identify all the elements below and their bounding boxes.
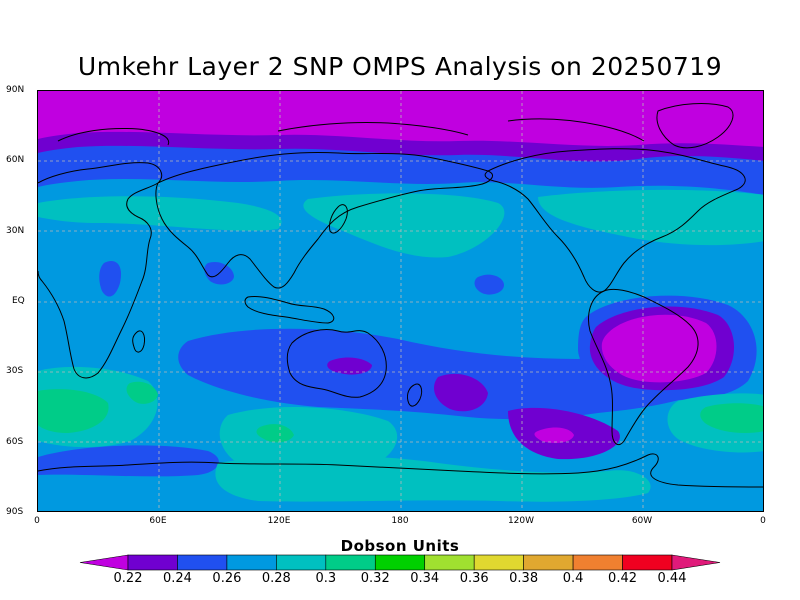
map-panel[interactable] <box>37 90 764 512</box>
coastline-japan <box>329 204 348 234</box>
coastline-greenland <box>656 103 734 149</box>
lon-label-180: 180 <box>391 516 409 526</box>
colorbar-swatch <box>226 554 277 571</box>
field-green-south-indian <box>126 381 158 404</box>
colorbar-swatch <box>473 554 524 571</box>
colorbar-swatch <box>572 554 623 571</box>
field-blue-south-belt <box>178 321 747 420</box>
coastline-africa-europe <box>38 162 163 379</box>
colorbar-swatch <box>127 554 178 571</box>
field-green-south-atlantic <box>38 389 109 433</box>
colorbar-low-arrow <box>79 554 129 571</box>
lat-label-60s: 60S <box>6 437 24 447</box>
colorbar-swatch <box>622 554 673 571</box>
field-cyan-north-2 <box>303 193 505 258</box>
field-blue-patch-africa <box>99 261 122 297</box>
graticule <box>38 91 763 511</box>
lat-label-90n: 90N <box>6 85 25 95</box>
lon-label-60w: 60W <box>631 516 653 526</box>
colorbar-tick-label: 0.32 <box>360 571 390 586</box>
map-title: Umkehr Layer 2 SNP OMPS Analysis on 2025… <box>77 52 723 81</box>
colorbar-swatch <box>177 554 228 571</box>
field-violet-south-pacific-1 <box>434 373 488 412</box>
colorbar-tick-label: 0.38 <box>509 571 539 586</box>
field-magenta-south-pacific <box>534 427 574 443</box>
coastline-arctic-canada <box>507 118 645 142</box>
field-cyan-antarctic <box>215 455 651 502</box>
field-magenta-samerica <box>601 314 717 383</box>
colorbar-tick-label: 0.22 <box>113 571 143 586</box>
map-field <box>38 91 763 511</box>
field-blue-antarctic <box>38 445 219 477</box>
colorbar <box>79 554 721 571</box>
coastline-indonesia <box>244 296 335 324</box>
coastline-arctic-asia <box>277 121 469 136</box>
lon-label-0-right: 0 <box>760 516 766 526</box>
colorbar-tick-label: 0.44 <box>657 571 687 586</box>
colorbar-tick-label: 0.28 <box>261 571 291 586</box>
field-violet-aus <box>327 357 372 375</box>
lon-label-60e: 60E <box>149 516 167 526</box>
coastline-arctic-europe <box>57 128 170 146</box>
coastline-new-zealand <box>407 383 423 407</box>
field-blue-patch-pacific <box>474 274 504 295</box>
lat-label-60n: 60N <box>6 155 25 165</box>
colorbar-swatch <box>325 554 376 571</box>
coastline-australia <box>286 329 387 398</box>
colorbar-swatch <box>424 554 475 571</box>
colorbar-tick-label: 0.4 <box>562 571 584 586</box>
lat-label-90s: 90S <box>6 507 24 517</box>
lat-label-30n: 30N <box>6 226 25 236</box>
colorbar-swatch <box>276 554 327 571</box>
field-green-south-east <box>700 403 763 433</box>
colorbar-tick-label: 0.36 <box>459 571 489 586</box>
coastlines <box>38 103 763 488</box>
coastline-asia <box>155 151 493 289</box>
colorbar-tick-label: 0.34 <box>410 571 440 586</box>
coastline-north-america <box>484 148 746 293</box>
lat-label-30s: 30S <box>6 366 24 376</box>
lon-label-120e: 120E <box>267 516 291 526</box>
lat-label-eq: EQ <box>12 296 25 306</box>
lon-label-0: 0 <box>34 516 40 526</box>
colorbar-tick-label: 0.24 <box>162 571 192 586</box>
colorbar-title: Dobson Units <box>340 537 460 555</box>
colorbar-swatch <box>523 554 574 571</box>
coastline-south-america <box>588 288 699 446</box>
field-green-south-indian-2 <box>256 424 294 443</box>
colorbar-tick-label: 0.26 <box>212 571 242 586</box>
colorbar-swatch <box>374 554 426 571</box>
field-band-north-magenta <box>38 91 763 147</box>
coastline-madagascar <box>132 330 145 353</box>
colorbar-tick-label: 0.3 <box>315 571 337 586</box>
colorbar-high-arrow <box>671 554 721 571</box>
coastline-antarctica <box>38 453 763 488</box>
lon-label-120w: 120W <box>507 516 535 526</box>
colorbar-tick-label: 0.42 <box>608 571 637 586</box>
